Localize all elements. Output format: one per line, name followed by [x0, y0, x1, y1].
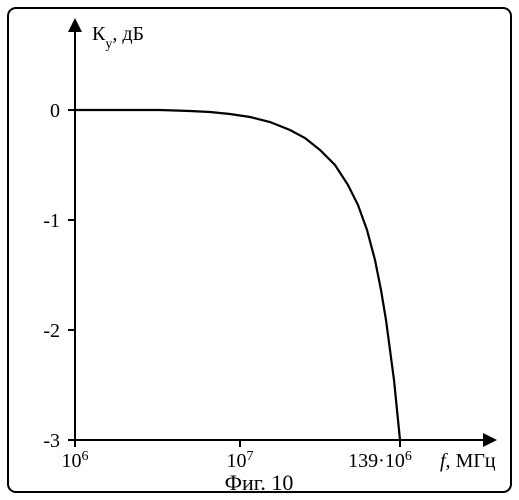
x-tick-labels: 106 107 139·106: [62, 449, 412, 473]
y-tick-neg3: -3: [43, 430, 60, 452]
series-ky: [75, 110, 400, 440]
outer-border: [8, 8, 511, 492]
figure-caption: Фиг. 10: [225, 470, 294, 495]
x-tick-139e6: 139·106: [348, 449, 412, 473]
x-tick-1e7: 107: [227, 449, 254, 473]
chart-svg: 0 -1 -2 -3 106 107 139·106 Ку, дБ f, МГц…: [0, 0, 519, 500]
x-axis-label: f, МГц: [440, 450, 496, 472]
y-tick-labels: 0 -1 -2 -3: [43, 100, 60, 452]
y-tick-neg2: -2: [43, 320, 60, 342]
y-tick-0: 0: [50, 100, 60, 122]
x-ticks: [75, 440, 400, 447]
x-tick-1e6: 106: [62, 449, 89, 473]
figure-container: 0 -1 -2 -3 106 107 139·106 Ку, дБ f, МГц…: [0, 0, 519, 500]
y-ticks: [68, 110, 75, 440]
y-axis-label: Ку, дБ: [92, 23, 144, 52]
y-tick-neg1: -1: [43, 210, 60, 232]
